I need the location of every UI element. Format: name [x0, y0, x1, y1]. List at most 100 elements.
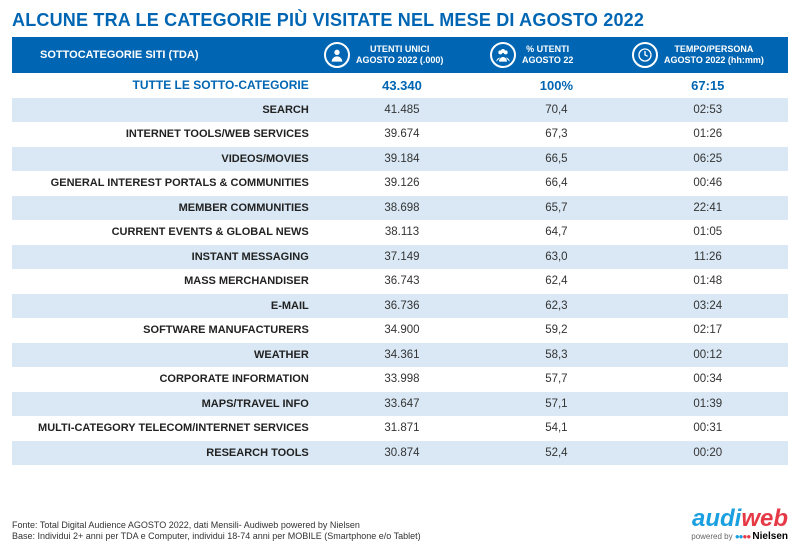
cell-percent: 63,0 [485, 245, 627, 270]
cell-time: 02:53 [628, 98, 788, 123]
powered-by-label: powered by [691, 532, 732, 541]
cell-category: MAPS/TRAVEL INFO [12, 392, 319, 417]
cell-percent: 54,1 [485, 416, 627, 441]
cell-percent: 52,4 [485, 441, 627, 466]
header-pct-l1: % UTENTI [522, 44, 573, 55]
cell-category: RESEARCH TOOLS [12, 441, 319, 466]
person-icon [324, 42, 350, 68]
table-row: SEARCH41.48570,402:53 [12, 98, 788, 123]
cell-category: TUTTE LE SOTTO-CATEGORIE [12, 73, 319, 98]
cell-percent: 57,7 [485, 367, 627, 392]
cell-users: 30.874 [319, 441, 485, 466]
table-row: WEATHER34.36158,300:12 [12, 343, 788, 368]
cell-time: 00:12 [628, 343, 788, 368]
cell-category: INTERNET TOOLS/WEB SERVICES [12, 122, 319, 147]
cell-users: 38.113 [319, 220, 485, 245]
cell-percent: 67,3 [485, 122, 627, 147]
table-row: RESEARCH TOOLS30.87452,400:20 [12, 441, 788, 466]
cell-category: E-MAIL [12, 294, 319, 319]
header-users-l2: AGOSTO 2022 (.000) [356, 55, 443, 66]
cell-category: MULTI-CATEGORY TELECOM/INTERNET SERVICES [12, 416, 319, 441]
cell-users: 36.743 [319, 269, 485, 294]
table-row: INSTANT MESSAGING37.14963,011:26 [12, 245, 788, 270]
header-pct-l2: AGOSTO 22 [522, 55, 573, 66]
cell-time: 01:48 [628, 269, 788, 294]
cell-users: 31.871 [319, 416, 485, 441]
cell-percent: 64,7 [485, 220, 627, 245]
cell-category: VIDEOS/MOVIES [12, 147, 319, 172]
cell-percent: 70,4 [485, 98, 627, 123]
cell-time: 00:34 [628, 367, 788, 392]
table-row: MULTI-CATEGORY TELECOM/INTERNET SERVICES… [12, 416, 788, 441]
clock-icon [632, 42, 658, 68]
cell-percent: 59,2 [485, 318, 627, 343]
header-time-l2: AGOSTO 2022 (hh:mm) [664, 55, 764, 66]
cell-users: 39.184 [319, 147, 485, 172]
cell-time: 06:25 [628, 147, 788, 172]
table-row: CORPORATE INFORMATION33.99857,700:34 [12, 367, 788, 392]
footer: Fonte: Total Digital Audience AGOSTO 202… [12, 520, 788, 542]
cell-percent: 66,5 [485, 147, 627, 172]
logo-audi: audi [692, 505, 741, 532]
header-time-l1: TEMPO/PERSONA [664, 44, 764, 55]
cell-users: 33.998 [319, 367, 485, 392]
cell-category: MEMBER COMMUNITIES [12, 196, 319, 221]
logo: audiweb powered by ●●●● Nielsen [691, 505, 788, 542]
table-row: GENERAL INTEREST PORTALS & COMMUNITIES39… [12, 171, 788, 196]
cell-time: 01:05 [628, 220, 788, 245]
cell-percent: 62,4 [485, 269, 627, 294]
cell-category: CURRENT EVENTS & GLOBAL NEWS [12, 220, 319, 245]
dots-icon-2: ●● [743, 532, 751, 541]
table-row: VIDEOS/MOVIES39.18466,506:25 [12, 147, 788, 172]
table-row: E-MAIL36.73662,303:24 [12, 294, 788, 319]
header-users: UTENTI UNICI AGOSTO 2022 (.000) [318, 42, 484, 68]
table-row: MAPS/TRAVEL INFO33.64757,101:39 [12, 392, 788, 417]
cell-time: 00:31 [628, 416, 788, 441]
cell-users: 36.736 [319, 294, 485, 319]
total-row: TUTTE LE SOTTO-CATEGORIE43.340100%67:15 [12, 73, 788, 98]
cell-time: 00:46 [628, 171, 788, 196]
cell-users: 43.340 [319, 73, 485, 98]
cell-percent: 58,3 [485, 343, 627, 368]
cell-users: 38.698 [319, 196, 485, 221]
page-title: ALCUNE TRA LE CATEGORIE PIÙ VISITATE NEL… [12, 8, 788, 37]
group-icon [490, 42, 516, 68]
table-header: SOTTOCATEGORIE SITI (TDA) UTENTI UNICI A… [12, 37, 788, 73]
cell-time: 01:26 [628, 122, 788, 147]
cell-percent: 65,7 [485, 196, 627, 221]
cell-time: 11:26 [628, 245, 788, 270]
cell-percent: 57,1 [485, 392, 627, 417]
source-line-2: Base: Individui 2+ anni per TDA e Comput… [12, 531, 788, 542]
cell-category: WEATHER [12, 343, 319, 368]
table-row: SOFTWARE MANUFACTURERS34.90059,202:17 [12, 318, 788, 343]
cell-users: 33.647 [319, 392, 485, 417]
cell-category: INSTANT MESSAGING [12, 245, 319, 270]
cell-time: 02:17 [628, 318, 788, 343]
table-row: INTERNET TOOLS/WEB SERVICES39.67467,301:… [12, 122, 788, 147]
cell-time: 00:20 [628, 441, 788, 466]
cell-category: GENERAL INTEREST PORTALS & COMMUNITIES [12, 171, 319, 196]
header-category: SOTTOCATEGORIE SITI (TDA) [12, 49, 318, 61]
header-percent: % UTENTI AGOSTO 22 [484, 42, 626, 68]
cell-time: 03:24 [628, 294, 788, 319]
cell-users: 39.674 [319, 122, 485, 147]
table-row: CURRENT EVENTS & GLOBAL NEWS38.11364,701… [12, 220, 788, 245]
cell-users: 34.900 [319, 318, 485, 343]
table-row: MASS MERCHANDISER36.74362,401:48 [12, 269, 788, 294]
cell-category: CORPORATE INFORMATION [12, 367, 319, 392]
header-time: TEMPO/PERSONA AGOSTO 2022 (hh:mm) [626, 42, 786, 68]
cell-time: 67:15 [628, 73, 788, 98]
cell-users: 37.149 [319, 245, 485, 270]
cell-users: 41.485 [319, 98, 485, 123]
data-table: TUTTE LE SOTTO-CATEGORIE43.340100%67:15S… [12, 73, 788, 465]
cell-category: SEARCH [12, 98, 319, 123]
dots-icon: ●● [735, 532, 743, 541]
logo-web: web [741, 505, 788, 532]
cell-category: SOFTWARE MANUFACTURERS [12, 318, 319, 343]
cell-users: 34.361 [319, 343, 485, 368]
cell-users: 39.126 [319, 171, 485, 196]
table-row: MEMBER COMMUNITIES38.69865,722:41 [12, 196, 788, 221]
cell-percent: 100% [485, 73, 627, 98]
cell-time: 22:41 [628, 196, 788, 221]
nielsen-credit: powered by ●●●● Nielsen [691, 531, 788, 542]
